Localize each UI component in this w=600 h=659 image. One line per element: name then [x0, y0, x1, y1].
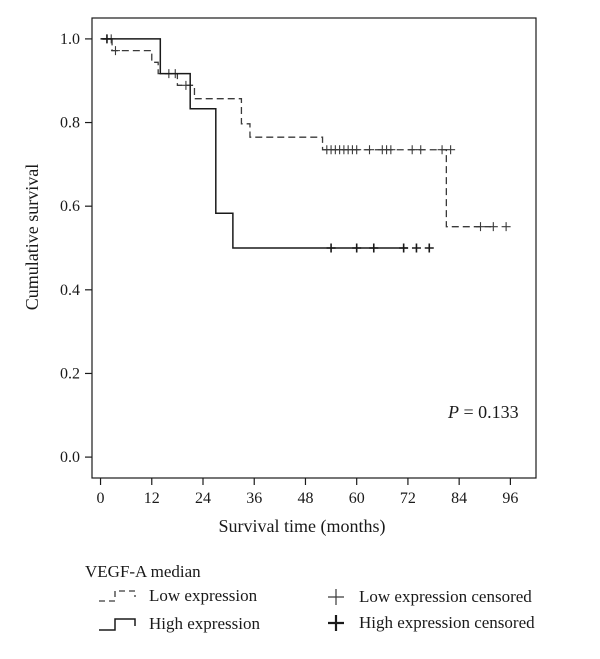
- x-tick-label: 72: [400, 490, 416, 507]
- legend-item-high-expression: High expression: [97, 613, 260, 635]
- censor-mark-low-expression: [352, 145, 362, 155]
- x-tick-label: 12: [144, 490, 160, 507]
- bold-plus-icon: [328, 615, 344, 631]
- legend-title: VEGF-A median: [85, 562, 201, 581]
- legend-label-high-expression: High expression: [149, 614, 260, 633]
- censor-mark-high-expression: [369, 243, 379, 253]
- x-tick-label: 96: [502, 490, 518, 507]
- censor-mark-high-expression: [399, 243, 409, 253]
- p-value-text: = 0.133: [459, 402, 519, 422]
- x-tick-label: 36: [246, 490, 262, 507]
- censor-mark-high-expression: [102, 34, 112, 44]
- censor-mark-high-expression: [352, 243, 362, 253]
- legend-item-low-censored: Low expression censored: [323, 586, 532, 608]
- x-axis-label: Survival time (months): [219, 516, 386, 537]
- series-line-low-expression: [100, 38, 492, 228]
- censor-mark-low-expression: [488, 222, 498, 232]
- censor-mark-low-expression: [476, 222, 485, 232]
- x-tick-label: 84: [451, 490, 467, 507]
- legend-item-low-expression: Low expression: [97, 585, 257, 607]
- y-axis-label: Cumulative survival: [22, 164, 42, 310]
- x-tick-label: 0: [97, 490, 105, 507]
- censor-mark-high-expression: [326, 243, 336, 253]
- plot-frame: [91, 17, 537, 479]
- x-tick-label: 24: [195, 490, 211, 507]
- y-tick-label: 0.4: [60, 282, 80, 299]
- p-value-annotation: P = 0.133: [447, 402, 519, 422]
- p-value-symbol: P: [447, 402, 459, 422]
- legend-label-low-censored: Low expression censored: [359, 587, 532, 606]
- legend-item-high-censored: High expression censored: [323, 612, 535, 634]
- censor-mark-low-expression: [110, 46, 120, 56]
- thin-plus-icon: [328, 589, 344, 605]
- censor-mark-low-expression: [407, 145, 417, 155]
- y-tick-label: 0.2: [60, 365, 80, 382]
- y-tick-label: 0.8: [60, 115, 80, 132]
- censor-mark-low-expression: [365, 145, 374, 155]
- censor-mark-low-expression: [416, 145, 426, 155]
- dashed-step-icon: [99, 590, 136, 602]
- y-tick-label: 0.0: [60, 449, 80, 466]
- censor-mark-low-expression: [446, 145, 456, 155]
- censor-mark-low-expression: [501, 222, 511, 232]
- legend-label-low-expression: Low expression: [149, 586, 258, 605]
- survival-chart: Cumulative survival Survival time (month…: [22, 17, 537, 537]
- censor-mark-high-expression: [424, 243, 434, 253]
- solid-step-icon: [99, 618, 136, 631]
- censor-mark-low-expression: [437, 145, 447, 155]
- y-tick-label: 0.6: [60, 198, 80, 215]
- series-line-high-expression: [100, 38, 408, 249]
- censor-mark-high-expression: [411, 243, 421, 253]
- x-tick-label: 48: [297, 490, 313, 507]
- x-tick-label: 60: [349, 490, 365, 507]
- censor-mark-low-expression: [386, 145, 396, 155]
- y-tick-label: 1.0: [60, 31, 80, 48]
- legend-label-high-censored: High expression censored: [359, 613, 535, 632]
- censor-mark-low-expression: [181, 80, 191, 90]
